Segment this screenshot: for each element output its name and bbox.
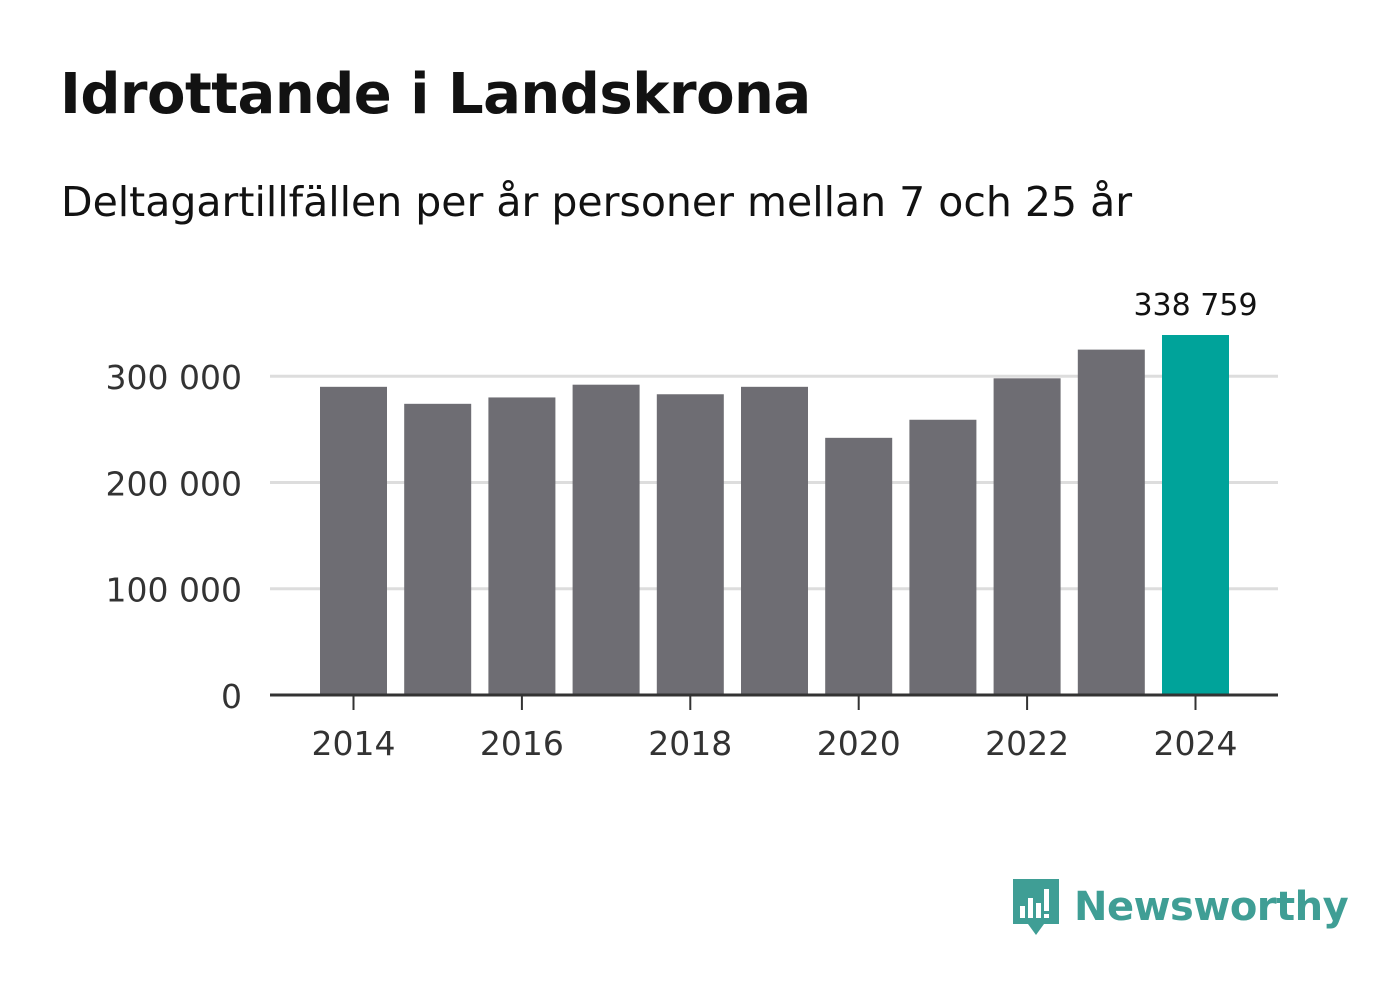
bar [825, 437, 893, 695]
bar [572, 384, 640, 695]
data-label: 338 759 [1133, 288, 1257, 323]
bar [993, 378, 1061, 695]
bar [404, 403, 472, 695]
bar [488, 397, 556, 695]
newsworthy-logo-icon [1013, 879, 1059, 935]
newsworthy-brand-name: Newsworthy [1074, 884, 1349, 930]
x-tick-label: 2018 [648, 724, 732, 763]
y-tick-label: 200 000 [106, 464, 242, 503]
chart-subtitle: Deltagartillfällen per år personer mella… [61, 178, 1133, 226]
x-tick-label: 2020 [817, 724, 901, 763]
bar [909, 419, 977, 695]
bar [320, 386, 387, 695]
y-tick-label: 300 000 [106, 358, 242, 397]
y-tick-label: 100 000 [106, 571, 242, 610]
chart-title: Idrottande i Landskrona [60, 62, 811, 127]
x-tick-label: 2014 [312, 724, 396, 763]
bar [1077, 349, 1145, 695]
bar [741, 386, 808, 695]
bar [656, 394, 724, 695]
bar [1162, 335, 1229, 695]
y-tick-label: 0 [221, 677, 242, 716]
x-tick-label: 2022 [985, 724, 1069, 763]
newsworthy-logo: Newsworthy [1010, 876, 1349, 938]
x-tick-label: 2016 [480, 724, 564, 763]
x-tick-label: 2024 [1154, 724, 1238, 763]
